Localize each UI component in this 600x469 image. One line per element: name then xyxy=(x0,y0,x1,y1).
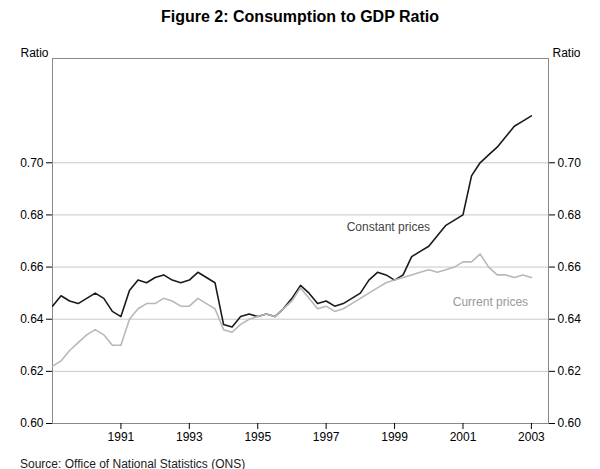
svg-text:0.70: 0.70 xyxy=(558,156,582,170)
svg-text:0.70: 0.70 xyxy=(20,156,44,170)
svg-text:0.66: 0.66 xyxy=(558,260,582,274)
svg-text:1999: 1999 xyxy=(381,430,408,444)
svg-text:Ratio: Ratio xyxy=(553,46,581,60)
svg-text:Constant prices: Constant prices xyxy=(347,220,430,234)
svg-text:0.64: 0.64 xyxy=(20,312,44,326)
svg-text:Current prices: Current prices xyxy=(453,295,528,309)
svg-text:Ratio: Ratio xyxy=(20,46,48,60)
svg-text:1993: 1993 xyxy=(176,430,203,444)
html-text:Figure 2: Consumption to GDP R: Figure 2: Consumption to GDP Ratio xyxy=(161,8,439,25)
svg-text:2003: 2003 xyxy=(518,430,545,444)
svg-text:0.62: 0.62 xyxy=(20,364,44,378)
svg-text:0.68: 0.68 xyxy=(558,208,582,222)
svg-text:2001: 2001 xyxy=(450,430,477,444)
svg-text:0.62: 0.62 xyxy=(558,364,582,378)
svg-text:0.64: 0.64 xyxy=(558,312,582,326)
svg-text:0.66: 0.66 xyxy=(20,260,44,274)
svg-text:0.60: 0.60 xyxy=(20,416,44,430)
svg-text:0.68: 0.68 xyxy=(20,208,44,222)
svg-text:1995: 1995 xyxy=(244,430,271,444)
svg-text:1997: 1997 xyxy=(313,430,340,444)
svg-text:1991: 1991 xyxy=(108,430,135,444)
svg-text:0.60: 0.60 xyxy=(558,416,582,430)
